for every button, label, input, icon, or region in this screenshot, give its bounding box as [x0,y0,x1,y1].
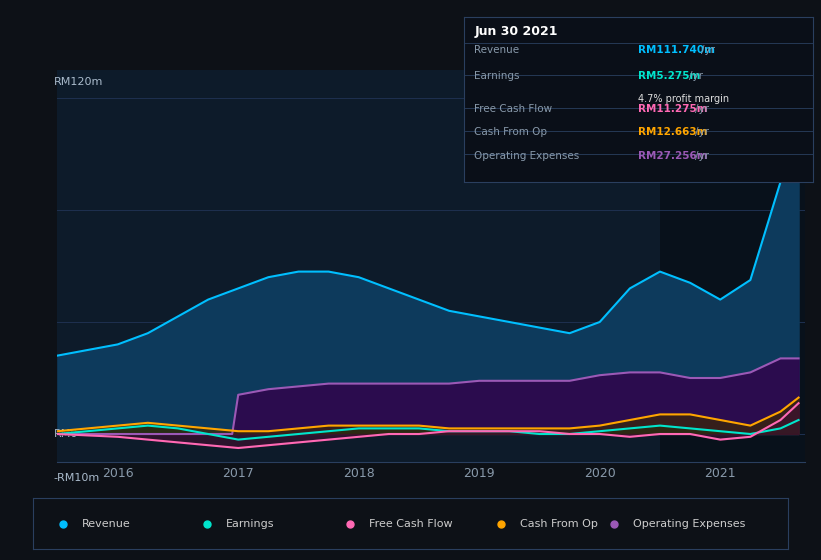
Text: 4.7% profit margin: 4.7% profit margin [639,95,729,105]
Bar [660,70,805,462]
Text: /yr: /yr [689,71,703,81]
Text: RM5.275m: RM5.275m [639,71,700,81]
Text: Revenue: Revenue [475,45,520,55]
Text: RM111.740m: RM111.740m [639,45,715,55]
Text: Earnings: Earnings [475,71,520,81]
Text: /yr: /yr [695,128,709,138]
Text: Cash From Op: Cash From Op [520,519,598,529]
Text: Free Cash Flow: Free Cash Flow [369,519,452,529]
Text: RM11.275m: RM11.275m [639,104,708,114]
Text: Operating Expenses: Operating Expenses [475,151,580,161]
Text: RM27.256m: RM27.256m [639,151,708,161]
Text: Earnings: Earnings [226,519,274,529]
Text: Free Cash Flow: Free Cash Flow [475,104,553,114]
Text: /yr: /yr [695,104,709,114]
Text: -RM10m: -RM10m [53,473,100,483]
Text: RM0: RM0 [53,429,78,439]
Text: Revenue: Revenue [82,519,131,529]
Text: RM120m: RM120m [53,77,103,87]
Text: Operating Expenses: Operating Expenses [633,519,745,529]
Text: Cash From Op: Cash From Op [475,128,548,138]
Text: /yr: /yr [701,45,715,55]
Text: /yr: /yr [695,151,709,161]
Text: Jun 30 2021: Jun 30 2021 [475,25,557,38]
Text: RM12.663m: RM12.663m [639,128,708,138]
